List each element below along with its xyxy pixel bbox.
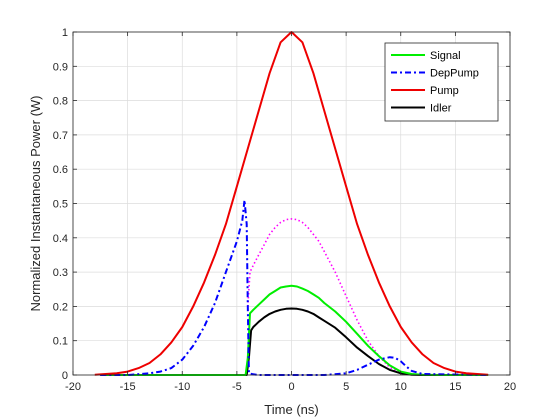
y-tick-label: 0.9 <box>53 61 68 73</box>
y-tick-label: 0 <box>62 370 68 382</box>
y-tick-label: 0.3 <box>53 267 68 279</box>
y-tick-label: 0.7 <box>53 130 68 142</box>
x-axis-label: Time (ns) <box>264 402 318 417</box>
x-tick-label: -15 <box>120 381 136 393</box>
x-tick-label: -5 <box>232 381 242 393</box>
x-tick-label: -20 <box>65 381 81 393</box>
grid <box>72 31 511 376</box>
legend-entry: Signal <box>430 50 461 62</box>
legend-entry: Pump <box>430 85 459 97</box>
y-tick-label: 0.4 <box>53 233 68 245</box>
legend-entry: DepPump <box>430 68 479 80</box>
y-tick-label: 1 <box>62 27 68 39</box>
ticks: -20 -15 -10 -5 0 5 10 15 20 0 0.1 0.2 0.3 0.4 0.5 0.6 0.… <box>53 27 516 393</box>
series-line-deppump <box>100 199 489 376</box>
series-line-unlabeled <box>247 218 423 376</box>
y-tick-label: 0.6 <box>53 164 68 176</box>
legend-entry: Idler <box>430 103 452 115</box>
y-axis-label: Normalized Instantaneous Power (W) <box>28 95 43 311</box>
x-tick-label: 5 <box>343 381 349 393</box>
legend: Signal DepPump Pump Idler <box>384 42 499 122</box>
y-tick-label: 0.1 <box>53 336 68 348</box>
series-line-idler <box>100 307 489 376</box>
x-tick-label: 0 <box>288 381 294 393</box>
y-tick-label: 0.5 <box>53 199 68 211</box>
x-tick-label: 10 <box>395 381 407 393</box>
series-line-signal <box>100 284 489 376</box>
x-tick-label: -10 <box>174 381 190 393</box>
y-tick-label: 0.8 <box>53 96 68 108</box>
y-tick-label: 0.2 <box>53 301 68 313</box>
x-tick-label: 15 <box>449 381 461 393</box>
x-tick-label: 20 <box>504 381 516 393</box>
